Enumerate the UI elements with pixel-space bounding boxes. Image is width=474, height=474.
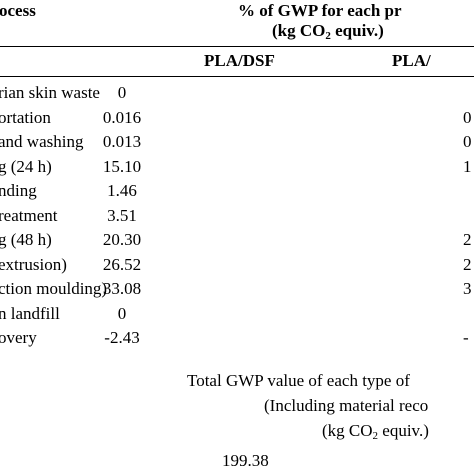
pla-dsf-value-cell: 0 [117,304,127,323]
pla-2-value-cell: 0 [463,108,472,127]
gwp-column-heading: % of GWP for each pr [238,1,402,20]
process-name-cell: extrusion) [0,255,67,274]
header-separator-rule [0,46,474,47]
pla-dsf-value-cell: 0 [117,83,127,102]
total-gwp-subheading: (Including material reco [264,396,429,415]
gwp-unit-label: (kg CO2 equiv.) [272,21,384,42]
pla-dsf-value-cell: 1.46 [107,181,137,200]
pla-2-value-cell: 0 [463,132,472,151]
process-name-cell: n landfill [0,304,60,323]
total-gwp-unit: (kg CO2 equiv.) [322,421,429,442]
process-column-header: ocess [0,1,36,20]
pla-dsf-value-cell: 0.013 [102,132,142,151]
process-name-cell: ortation [0,108,51,127]
pla-dsf-value-cell: 0.016 [102,108,142,127]
pla-2-value-cell: 3 [463,279,472,298]
pla-dsf-value-cell: 15.10 [102,157,142,176]
pla-2-value-cell: 2 [463,255,472,274]
total-gwp-heading: Total GWP value of each type of [187,371,410,390]
column-header-pla-2: PLA/ [392,51,431,70]
process-name-cell: nding [0,181,37,200]
process-name-cell: g (48 h) [0,230,52,249]
pla-2-value-cell: 2 [463,230,472,249]
process-name-cell: rian skin waste [0,83,100,102]
pla-dsf-value-cell: 33.08 [102,279,142,298]
total-gwp-value-pla-dsf: 199.38 [222,451,269,470]
pla-dsf-value-cell: 3.51 [107,206,137,225]
process-name-cell: g (24 h) [0,157,52,176]
process-name-cell: reatment [0,206,58,225]
process-name-cell: overy [0,328,37,347]
pla-2-value-cell: - [463,328,469,347]
pla-2-value-cell: 1 [463,157,472,176]
pla-dsf-value-cell: -2.43 [104,328,140,347]
process-name-cell: and washing [0,132,84,151]
process-name-cell: ction moulding) [0,279,108,298]
pla-dsf-value-cell: 26.52 [102,255,142,274]
column-header-pla-dsf: PLA/DSF [204,51,275,70]
subheader-separator-rule [0,76,474,77]
pla-dsf-value-cell: 20.30 [102,230,142,249]
